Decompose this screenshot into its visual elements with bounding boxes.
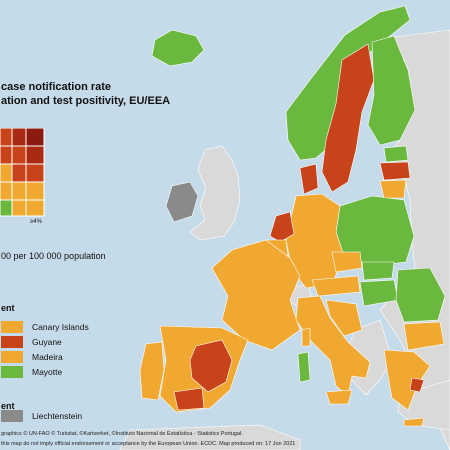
bulgaria xyxy=(403,321,445,351)
map-title-line-2: ation and test positivity, EU/EEA xyxy=(1,95,171,107)
matrix-axis-label: ≥4% xyxy=(30,219,42,225)
corsica xyxy=(301,327,311,347)
sicily xyxy=(325,389,353,405)
other-regions-heading: ent xyxy=(1,401,15,411)
threshold-text: 00 per 100 000 population xyxy=(1,251,106,261)
spain-south xyxy=(173,387,205,411)
outermost-region-label: Madeira xyxy=(32,352,63,362)
france xyxy=(211,239,301,351)
latvia xyxy=(379,161,411,181)
finland xyxy=(367,35,416,146)
crete xyxy=(403,417,425,427)
portugal xyxy=(139,341,165,401)
lithuania xyxy=(379,179,407,199)
outermost-region-label: Mayotte xyxy=(32,367,63,377)
outermost-region-label: Guyane xyxy=(32,337,62,347)
romania xyxy=(395,267,446,323)
legend-matrix xyxy=(0,128,45,217)
estonia xyxy=(383,145,409,163)
croatia xyxy=(325,299,363,337)
iceland xyxy=(151,29,205,67)
outermost-region-label: Canary Islands xyxy=(32,322,89,332)
greece-attica xyxy=(409,377,425,393)
outermost-regions-heading: ent xyxy=(1,303,15,313)
other-region-swatch xyxy=(1,410,23,422)
denmark xyxy=(299,163,319,195)
greece xyxy=(383,349,431,411)
map-title-line-1: case notification rate xyxy=(1,81,112,93)
austria xyxy=(311,275,361,297)
spain-central xyxy=(189,339,233,393)
outermost-region-swatch xyxy=(1,336,23,348)
footer-credits: graphics © UN-FAO © Turkstat, ©Kartverke… xyxy=(1,431,243,437)
footer-disclaimer: this map do not imply official endorseme… xyxy=(1,441,296,447)
ireland xyxy=(165,181,199,223)
outermost-region-swatch xyxy=(1,351,23,363)
sweden xyxy=(321,43,375,193)
outermost-region-swatch xyxy=(1,321,23,333)
czechia xyxy=(331,251,363,273)
netherlands xyxy=(269,211,295,243)
other-region-label: Liechtenstein xyxy=(32,411,83,421)
outermost-region-swatch xyxy=(1,366,23,378)
sardinia xyxy=(297,351,311,383)
slovakia xyxy=(361,261,395,281)
